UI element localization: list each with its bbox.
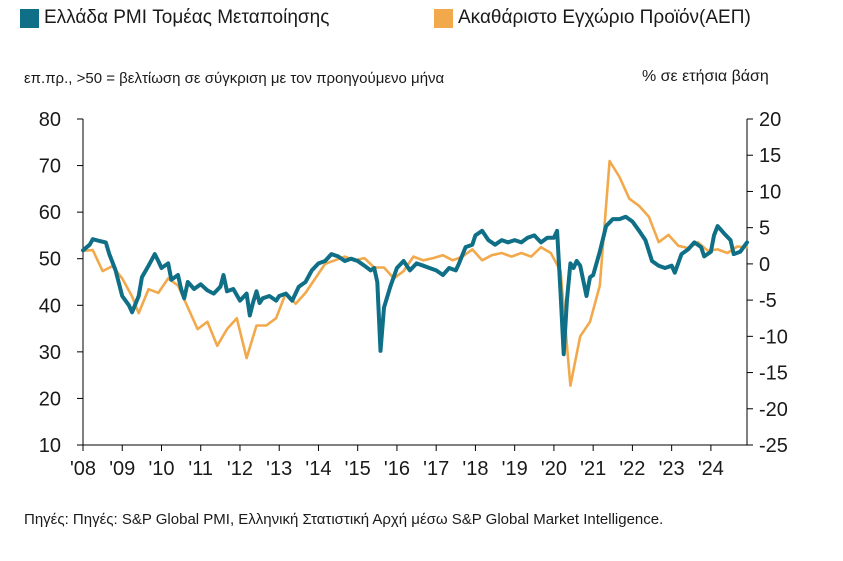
right-tick-label: 0 (759, 254, 770, 276)
right-tick-label: 5 (759, 218, 770, 240)
legend-swatch-pmi (20, 8, 39, 28)
left-tick-label: 80 (39, 109, 61, 131)
x-tick-label: '10 (148, 458, 174, 480)
x-tick-label: '20 (541, 458, 567, 480)
x-tick-label: '12 (227, 458, 253, 480)
right-tick-label: 10 (759, 181, 781, 203)
x-tick-label: '09 (109, 458, 135, 480)
right-tick-label: -15 (759, 363, 788, 385)
legend-swatch-gdp (434, 8, 453, 28)
left-axis-note: επ.πρ., >50 = βελτίωση σε σύγκριση με το… (24, 70, 445, 87)
left-tick-label: 30 (39, 342, 61, 364)
right-axis-note: % σε ετήσια βάση (642, 68, 769, 85)
left-tick-label: 20 (39, 388, 61, 410)
legend-item-pmi: Ελλάδα PMI Τομέας Μεταποίησης (20, 6, 329, 30)
x-tick-label: '21 (580, 458, 606, 480)
right-tick-label: -25 (759, 435, 788, 457)
x-tick-label: '15 (345, 458, 371, 480)
source-note: Πηγές: Πηγές: S&P Global PMI, Ελληνική Σ… (24, 511, 664, 528)
chart-ticks: 10 20 30 40 50 60 70 80 -25 -20 -15 -10 -5 0 5 10 15 20 '0… (39, 109, 788, 480)
x-tick-label: '11 (188, 458, 213, 480)
left-tick-label: 70 (39, 156, 61, 178)
x-tick-label: '23 (659, 458, 685, 480)
x-tick-label: '13 (266, 458, 292, 480)
x-tick-label: '08 (70, 458, 96, 480)
x-tick-label: '14 (305, 458, 331, 480)
right-tick-label: 15 (759, 145, 781, 167)
left-tick-label: 60 (39, 202, 61, 224)
x-tick-label: '17 (423, 458, 449, 480)
legend: Ελλάδα PMI Τομέας Μεταποίησης Ακαθάριστο… (14, 6, 843, 36)
x-tick-label: '16 (384, 458, 410, 480)
legend-label-pmi: Ελλάδα PMI Τομέας Μεταποίησης (44, 7, 330, 28)
right-tick-label: -10 (759, 326, 788, 348)
x-tick-label: '24 (698, 458, 724, 480)
left-tick-label: 10 (39, 435, 61, 457)
right-tick-label: -20 (759, 399, 788, 421)
chart-series (81, 159, 749, 387)
x-tick-label: '22 (619, 458, 645, 480)
pmi-series-line (81, 214, 749, 357)
left-tick-label: 40 (39, 295, 61, 317)
right-tick-label: -5 (759, 290, 777, 312)
left-tick-label: 50 (39, 249, 61, 271)
gdp-series-line (81, 159, 749, 387)
legend-label-gdp: Ακαθάριστο Εγχώριο Προϊόν(ΑΕΠ) (458, 7, 751, 28)
right-tick-label: 20 (759, 109, 781, 131)
x-tick-label: '18 (462, 458, 488, 480)
x-tick-label: '19 (502, 458, 528, 480)
legend-item-gdp: Ακαθάριστο Εγχώριο Προϊόν(ΑΕΠ) (434, 6, 751, 30)
chart-axes (77, 118, 753, 451)
